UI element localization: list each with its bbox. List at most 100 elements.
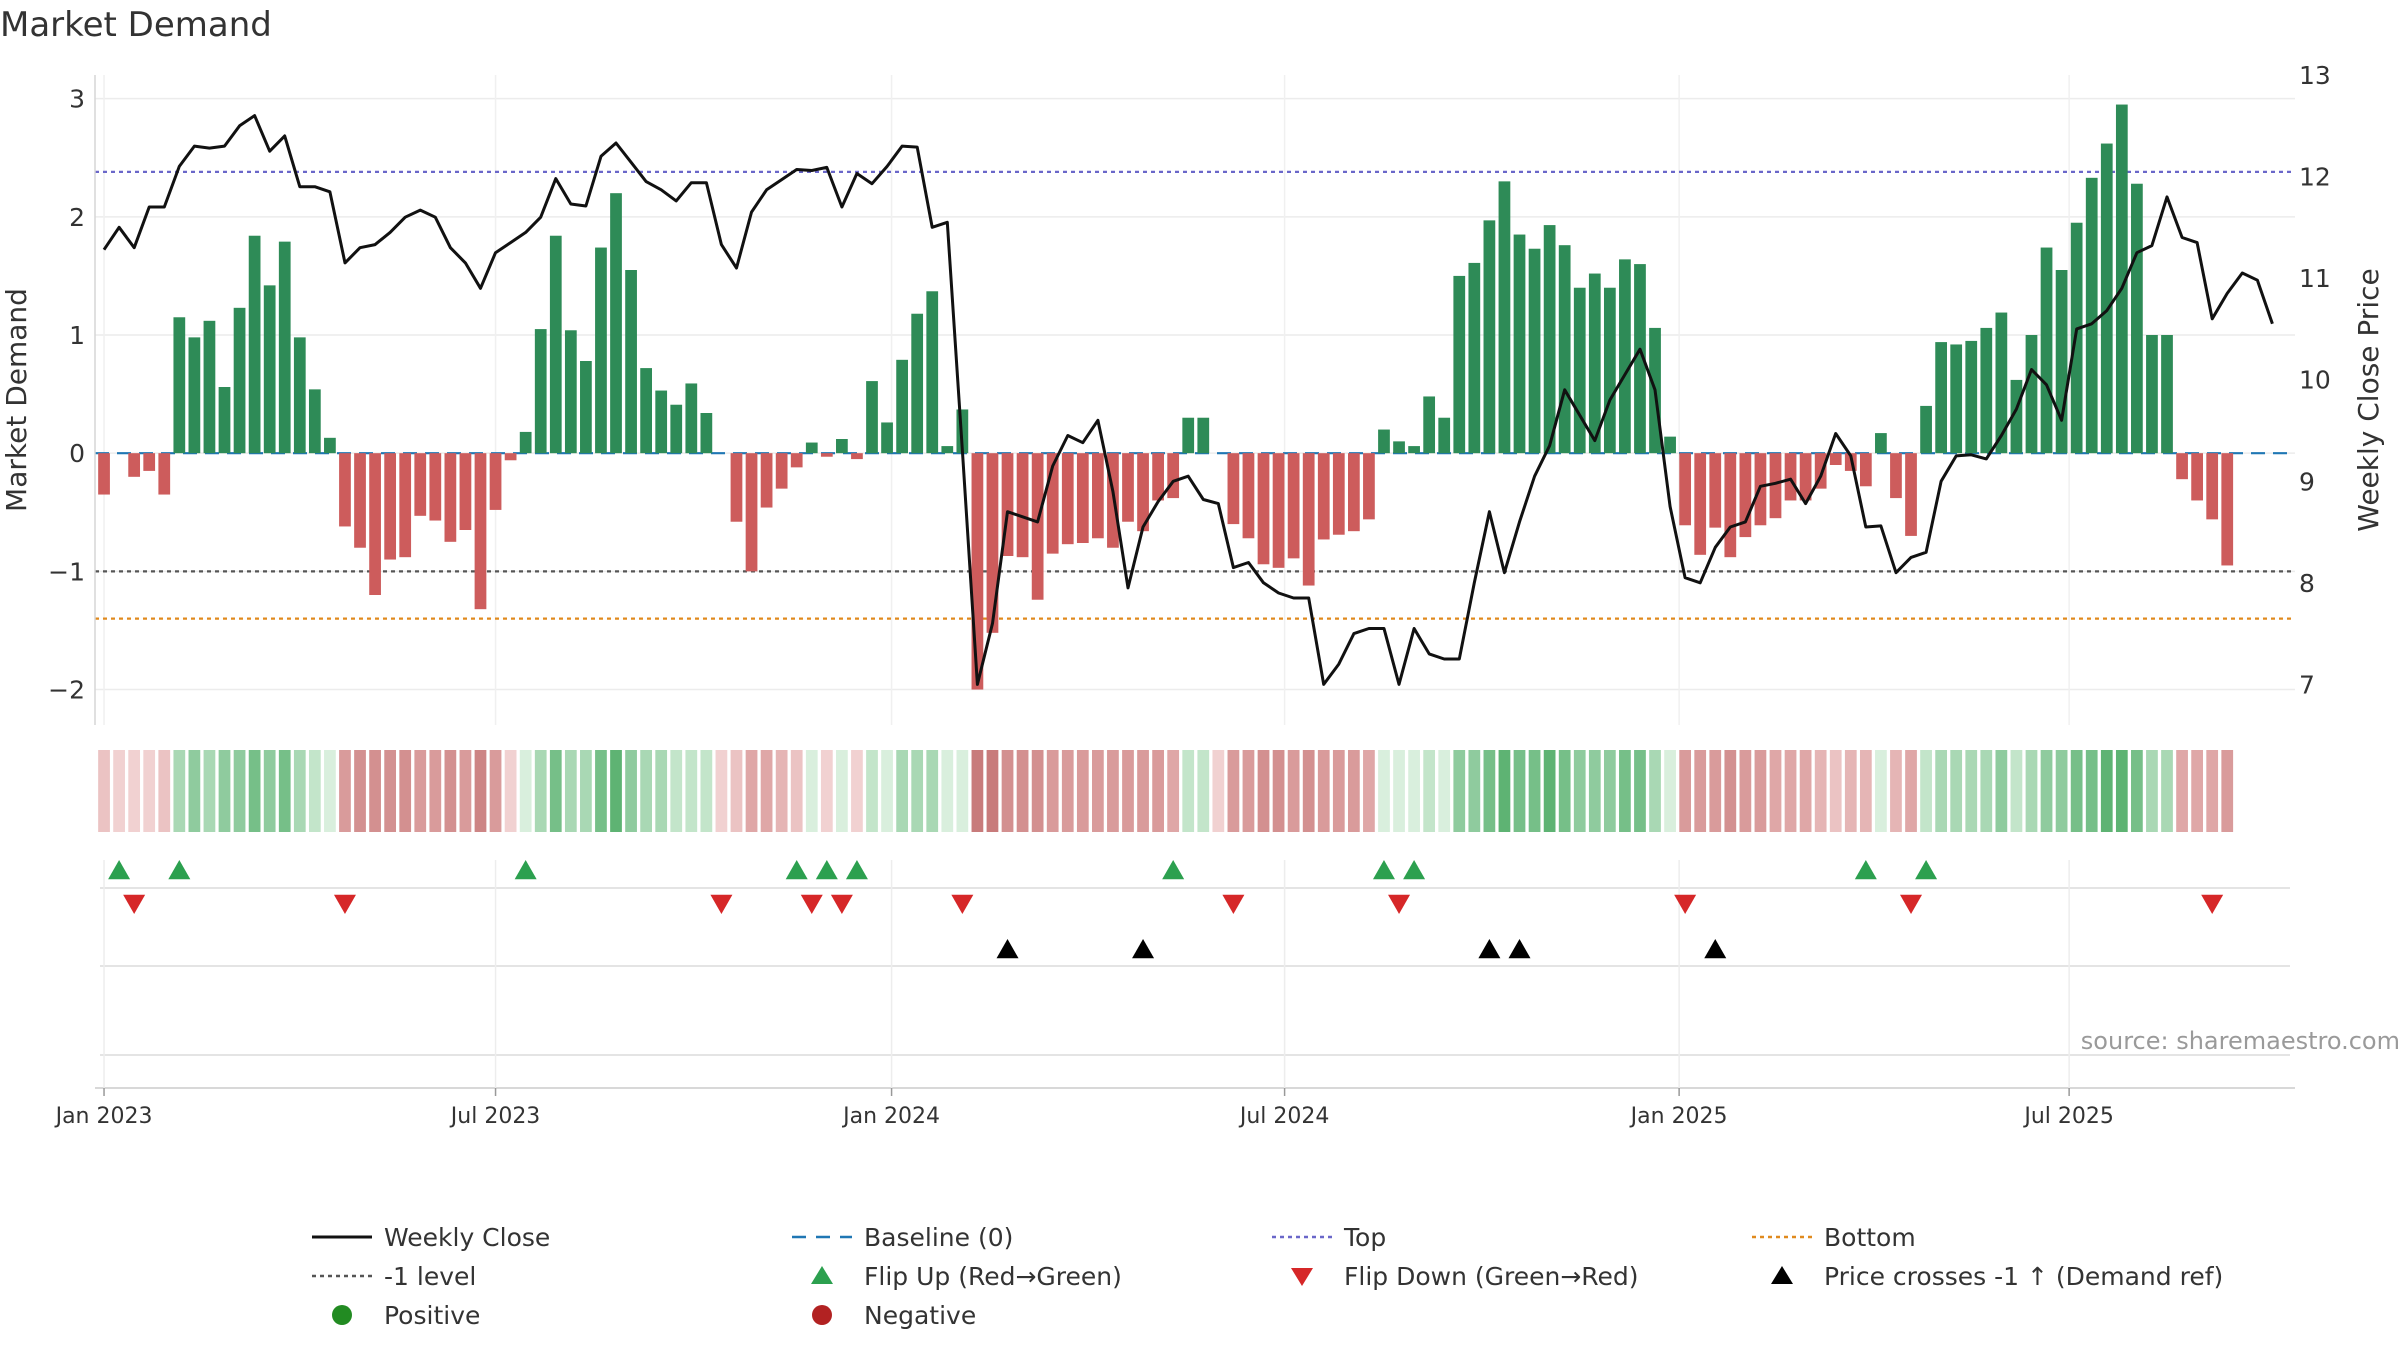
demand-bar: [384, 453, 397, 560]
legend-item: Positive: [332, 1301, 480, 1330]
legend-item: Price crosses -1 ↑ (Demand ref): [1771, 1262, 2223, 1291]
y2-tick-label: 10: [2299, 366, 2331, 395]
strip-cell: [595, 750, 607, 832]
source-watermark: source: sharemaestro.com: [2081, 1027, 2400, 1055]
demand-bar: [625, 270, 637, 454]
strip-cell: [1363, 750, 1375, 832]
demand-bar: [1001, 453, 1014, 556]
strip-cell: [1167, 750, 1180, 832]
demand-bar: [760, 453, 773, 508]
strip-cell: [881, 750, 893, 832]
legend-item: Weekly Close: [312, 1223, 550, 1252]
strip-cell: [2191, 750, 2203, 832]
strip-cell: [2070, 750, 2083, 832]
flip-up-marker: [514, 860, 537, 880]
strip-cell: [1950, 750, 1963, 832]
demand-bar: [1588, 273, 1601, 454]
demand-bar: [414, 453, 427, 516]
strip-cell: [1332, 750, 1345, 832]
strip-cell: [549, 750, 562, 832]
demand-bar: [1664, 436, 1676, 454]
demand-bar: [2206, 453, 2219, 520]
demand-bar: [2055, 270, 2068, 454]
x-tick-label: Jan 2025: [1629, 1104, 1728, 1129]
strip-cell: [2146, 750, 2158, 832]
strip-cell: [1543, 750, 1556, 832]
strip-cell: [1965, 750, 1978, 832]
strip-cell: [715, 750, 728, 832]
demand-bar: [1347, 453, 1360, 532]
strip-cell: [1814, 750, 1827, 832]
strip-cell: [143, 750, 156, 832]
x-tick-label: Jan 2024: [841, 1104, 940, 1129]
demand-bar: [790, 453, 803, 468]
demand-bar: [1980, 327, 1993, 454]
strip-cell: [384, 750, 397, 832]
demand-bar: [745, 453, 758, 572]
legend-item: Negative: [812, 1301, 976, 1330]
demand-bar: [444, 453, 457, 542]
demand-bar: [881, 422, 893, 454]
strip-cell: [1935, 750, 1948, 832]
strip-cell: [1046, 750, 1059, 832]
demand-bar: [851, 453, 863, 460]
demand-bar: [2131, 183, 2143, 454]
demand-bar: [1528, 248, 1541, 454]
demand-bar: [730, 453, 743, 522]
demand-bar: [2221, 453, 2234, 566]
demand-bar: [1905, 453, 1917, 536]
strip-cell: [1769, 750, 1782, 832]
demand-bar: [1453, 275, 1466, 454]
demand-bar: [339, 453, 351, 527]
demand-bar: [986, 453, 999, 633]
demand-bar: [1302, 453, 1315, 586]
demand-bar: [1799, 453, 1812, 501]
strip-cell: [2221, 750, 2234, 832]
demand-bar: [1483, 220, 1496, 454]
strip-cell: [1227, 750, 1240, 832]
demand-bar: [233, 307, 246, 454]
demand-bar: [2010, 379, 2023, 454]
strip-cell: [1197, 750, 1210, 832]
strip-cell: [339, 750, 351, 832]
demand-bar: [971, 453, 984, 690]
strip-cell: [173, 750, 186, 832]
strip-cell: [278, 750, 291, 832]
strip-cell: [188, 750, 201, 832]
demand-bar: [2025, 335, 2038, 454]
demand-bar: [564, 330, 577, 454]
flip-down-marker: [830, 894, 853, 914]
demand-bar: [474, 453, 487, 610]
strip-cell: [2085, 750, 2098, 832]
legend-item: Baseline (0): [792, 1223, 1013, 1252]
strip-cell: [444, 750, 457, 832]
demand-bar: [805, 442, 818, 454]
demand-bar: [489, 453, 502, 510]
legend-label: Bottom: [1824, 1223, 1916, 1252]
date-axis: Jan 2023 Jul 2023 Jan 2024 Jul 2024 Jan 2025…: [54, 1088, 2114, 1129]
strip-cell: [1302, 750, 1315, 832]
strip-cell: [580, 750, 592, 832]
strip-cell: [158, 750, 171, 832]
y-tick-label: −2: [48, 676, 85, 705]
demand-bar: [866, 381, 878, 454]
demand-bar: [1468, 262, 1481, 454]
flip-down-marker: [1222, 894, 1245, 914]
strip-cell: [1844, 750, 1857, 832]
demand-bar: [2146, 335, 2158, 454]
demand-bar: [173, 317, 186, 454]
demand-bar: [1603, 287, 1616, 454]
strip-cell: [610, 750, 622, 832]
flip-down-marker: [1388, 894, 1411, 914]
strip-cell: [1528, 750, 1541, 832]
flip-up-marker: [168, 860, 191, 880]
demand-bar: [820, 453, 833, 457]
strip-cell: [836, 750, 848, 832]
demand-bar: [1408, 446, 1420, 454]
demand-bar: [1182, 417, 1195, 454]
price-cross-marker: [1508, 939, 1531, 959]
demand-bar: [549, 235, 562, 454]
strip-cell: [128, 750, 141, 832]
legend-item: Flip Up (Red→Green): [811, 1262, 1122, 1291]
strip-cell: [1664, 750, 1676, 832]
